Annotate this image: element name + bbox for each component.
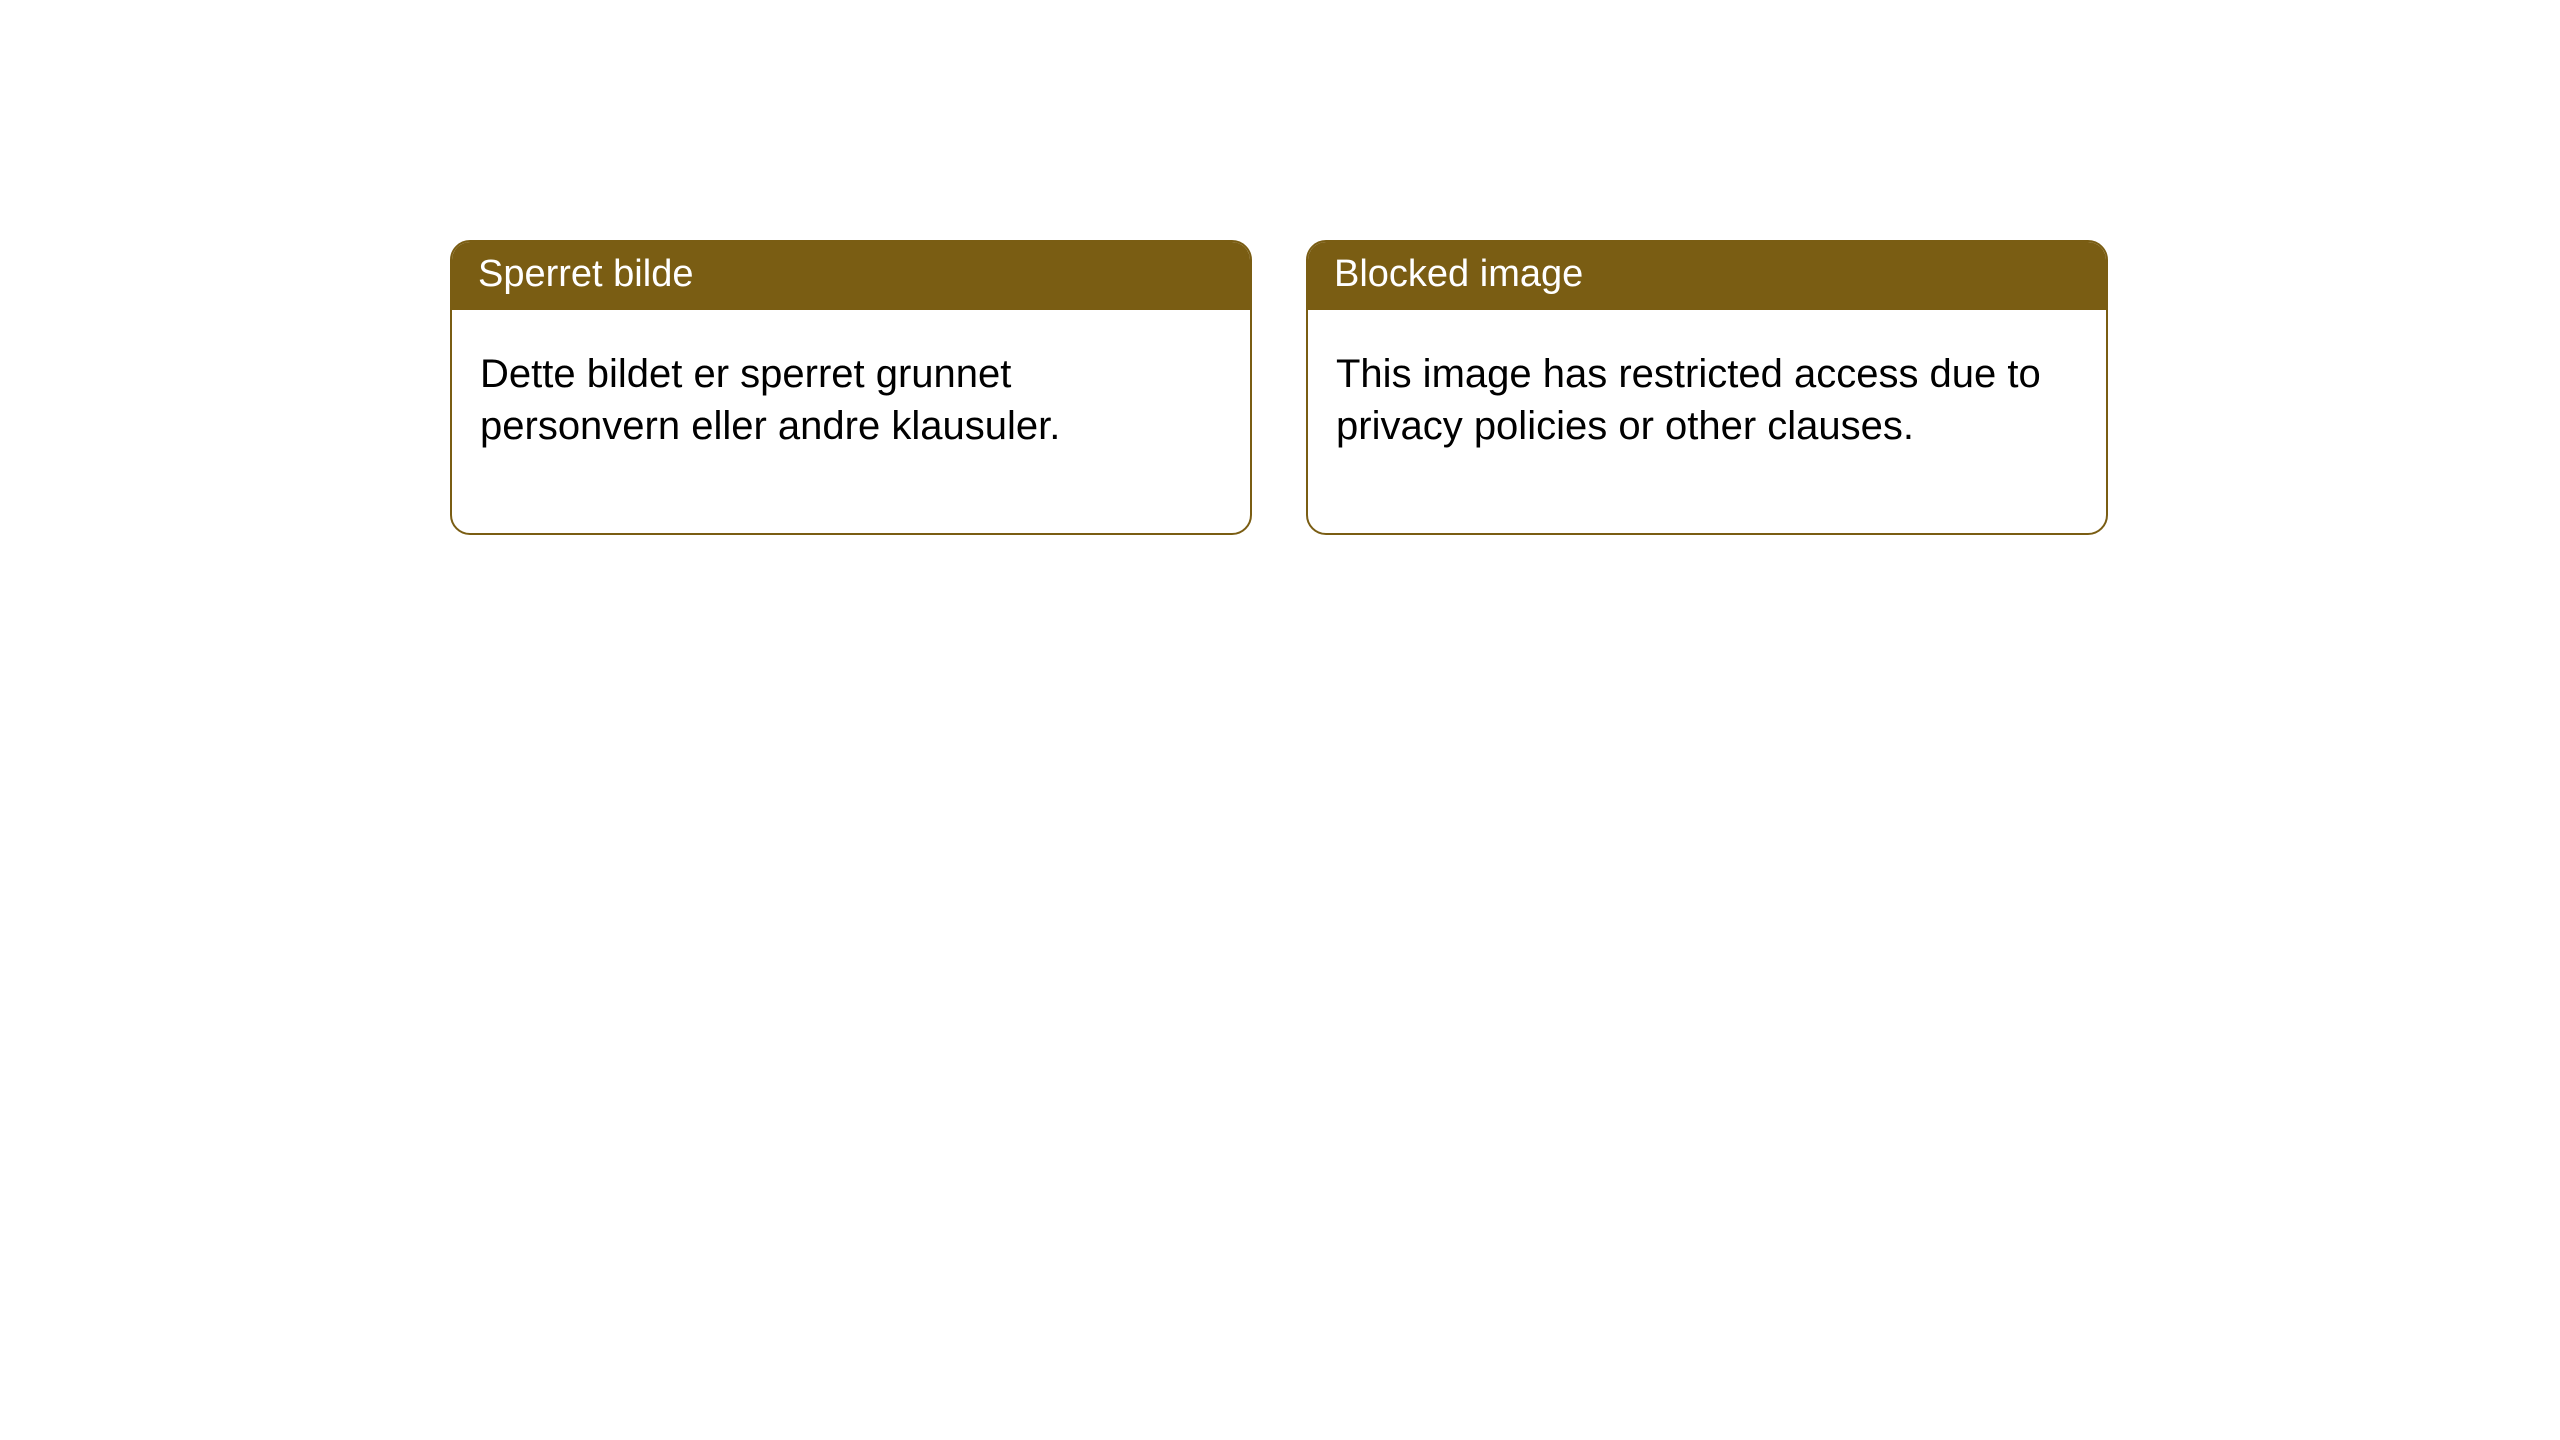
card-body-no: Dette bildet er sperret grunnet personve… — [452, 310, 1250, 534]
cards-container: Sperret bilde Dette bildet er sperret gr… — [0, 0, 2560, 535]
card-body-en: This image has restricted access due to … — [1308, 310, 2106, 534]
blocked-image-card-no: Sperret bilde Dette bildet er sperret gr… — [450, 240, 1252, 535]
card-header-en: Blocked image — [1308, 242, 2106, 310]
card-header-no: Sperret bilde — [452, 242, 1250, 310]
blocked-image-card-en: Blocked image This image has restricted … — [1306, 240, 2108, 535]
